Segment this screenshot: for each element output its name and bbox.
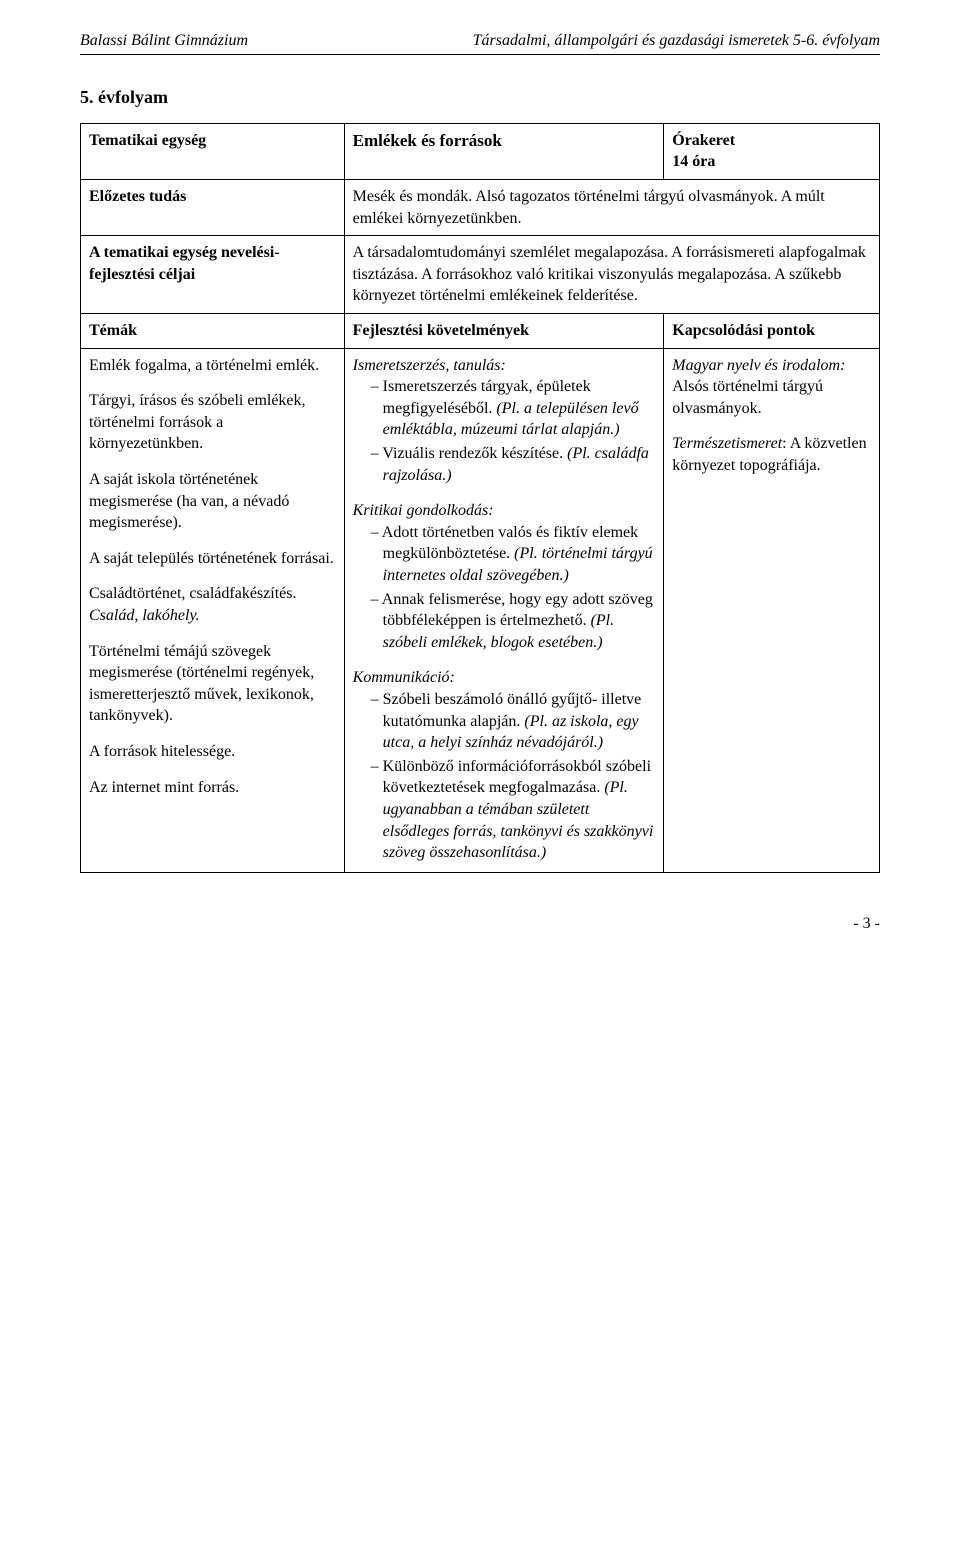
kap-p1a: Magyar nyelv és irodalom: <box>672 357 845 374</box>
fej-i2a: Vizuális rendezők készítése. <box>382 445 563 462</box>
fej-list3: Szóbeli beszámoló önálló gyűjtő- illetve… <box>353 689 656 864</box>
section-title: 5. évfolyam <box>80 85 880 109</box>
col-header-fejlesztesi: Fejlesztési követelmények <box>344 314 664 349</box>
row-celok: A tematikai egység nevelési-fejlesztési … <box>81 236 880 314</box>
fej-list2: Adott történetben valós és fiktív elemek… <box>353 522 656 654</box>
temak-p2: Tárgyi, írásos és szóbeli emlékek, törté… <box>89 390 336 455</box>
fej-m2: Különböző információforrásokból szóbeli … <box>371 756 656 864</box>
temak-p4: A saját település történetének forrásai. <box>89 548 336 570</box>
cell-fejlesztesi: Ismeretszerzés, tanulás: Ismeretszerzés … <box>344 348 664 872</box>
text-celok: A társadalomtudományi szemlélet megalapo… <box>344 236 879 314</box>
temak-p8: Az internet mint forrás. <box>89 777 336 799</box>
temak-p1: Emlék fogalma, a történelmi emlék. <box>89 355 336 377</box>
fej-i1: Ismeretszerzés tárgyak, épületek megfigy… <box>371 376 656 441</box>
fej-k2: Annak felismerése, hogy egy adott szöveg… <box>371 589 656 654</box>
fej-h1: Ismeretszerzés, tanulás: <box>353 355 656 377</box>
label-tematikai: Tematikai egység <box>81 123 345 179</box>
row-unit: Tematikai egység Emlékek és források Óra… <box>81 123 880 179</box>
fej-list1: Ismeretszerzés tárgyak, épületek megfigy… <box>353 376 656 486</box>
row-column-headers: Témák Fejlesztési követelmények Kapcsoló… <box>81 314 880 349</box>
kap-p1b: Alsós történelmi tárgyú olvasmányok. <box>672 378 823 417</box>
kap-p2: Természetismeret: A közvetlen környezet … <box>672 433 871 476</box>
col-header-temak: Témák <box>81 314 345 349</box>
text-elozetes: Mesék és mondák. Alsó tagozatos történel… <box>344 180 879 236</box>
fej-h2: Kritikai gondolkodás: <box>353 500 656 522</box>
curriculum-table: Tematikai egység Emlékek és források Óra… <box>80 123 880 873</box>
temak-p3: A saját iskola történetének megismerése … <box>89 469 336 534</box>
cell-temak: Emlék fogalma, a történelmi emlék. Tárgy… <box>81 348 345 872</box>
page-header: Balassi Bálint Gimnázium Társadalmi, áll… <box>80 30 880 55</box>
fej-m1: Szóbeli beszámoló önálló gyűjtő- illetve… <box>371 689 656 754</box>
fej-k1: Adott történetben valós és fiktív elemek… <box>371 522 656 587</box>
cell-kapcsolodasi: Magyar nyelv és irodalom: Alsós történel… <box>664 348 880 872</box>
label-elozetes: Előzetes tudás <box>81 180 345 236</box>
row-content: Emlék fogalma, a történelmi emlék. Tárgy… <box>81 348 880 872</box>
label-celok: A tematikai egység nevelési-fejlesztési … <box>81 236 345 314</box>
temak-p6: Történelmi témájú szövegek megismerése (… <box>89 641 336 727</box>
fej-h3: Kommunikáció: <box>353 667 656 689</box>
unit-hours: Órakeret 14 óra <box>664 123 880 179</box>
header-left: Balassi Bálint Gimnázium <box>80 30 248 52</box>
row-elozetes: Előzetes tudás Mesék és mondák. Alsó tag… <box>81 180 880 236</box>
temak-p5: Családtörténet, családfakészítés. Család… <box>89 583 336 626</box>
header-right: Társadalmi, állampolgári és gazdasági is… <box>473 30 880 52</box>
kap-p2a: Természetismeret <box>672 435 782 452</box>
temak-p5a: Családtörténet, családfakészítés. <box>89 585 296 602</box>
fej-i2: Vizuális rendezők készítése. (Pl. család… <box>371 443 656 486</box>
kap-p1: Magyar nyelv és irodalom: Alsós történel… <box>672 355 871 420</box>
page-number: - 3 - <box>80 913 880 935</box>
temak-p7: A források hitelessége. <box>89 741 336 763</box>
col-header-kapcsolodasi: Kapcsolódási pontok <box>664 314 880 349</box>
unit-title: Emlékek és források <box>344 123 664 179</box>
temak-p5b: Család, lakóhely. <box>89 607 200 624</box>
